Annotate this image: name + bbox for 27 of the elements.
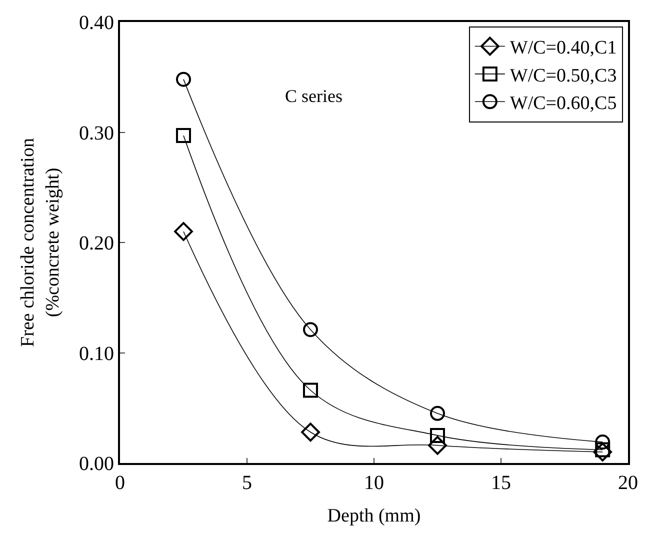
legend-label: W/C=0.60,C5 <box>510 93 617 114</box>
y-axis-title: Free chloride concentration (%concrete weight) <box>18 138 64 347</box>
point <box>174 222 193 241</box>
point <box>593 442 612 462</box>
x-axis-title: Depth (mm) <box>327 505 421 526</box>
point <box>176 128 191 144</box>
y-tick-label: 0.20 <box>79 232 114 254</box>
y-tick-label: 0.30 <box>79 122 114 144</box>
point <box>430 406 445 421</box>
annotation: C series <box>285 86 342 106</box>
point <box>301 422 320 442</box>
y-tick-label: 0.00 <box>79 453 114 475</box>
y-tick-label: 0.40 <box>79 12 114 34</box>
point <box>303 382 318 398</box>
point <box>595 434 610 450</box>
x-tick-label: 15 <box>491 472 511 494</box>
x-tick-label: 5 <box>242 472 252 494</box>
point <box>303 322 318 338</box>
y-tick-label: 0.10 <box>79 342 114 365</box>
legend-label: W/C=0.40,C1 <box>510 38 617 59</box>
x-tick-label: 0 <box>115 472 125 494</box>
point <box>428 436 447 455</box>
x-tick-label: 20 <box>618 472 638 494</box>
x-tick-label: 10 <box>364 472 384 494</box>
legend-label: W/C=0.50,C3 <box>510 65 617 86</box>
point <box>176 72 191 87</box>
point <box>430 428 445 443</box>
